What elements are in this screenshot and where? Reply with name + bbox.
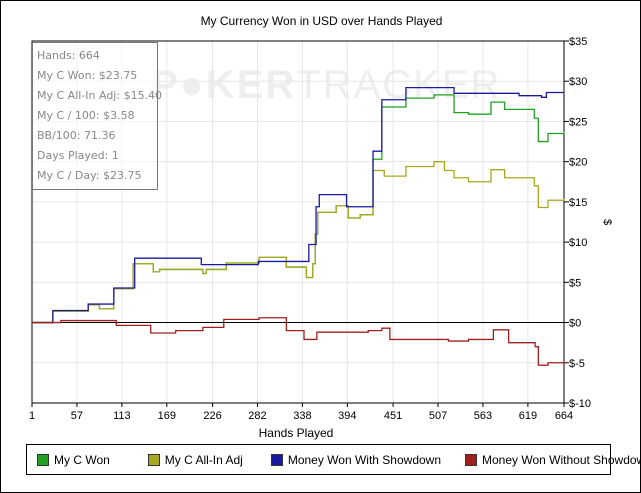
stats-box: Hands: 664 My C Won: $23.75 My C All-In … — [32, 42, 163, 190]
x-tick-label: 169 — [158, 410, 176, 422]
stat-won: My C Won: $23.75 — [37, 69, 138, 82]
stat-allin-adj: My C All-In Adj: $15.40 — [37, 89, 163, 102]
y-tick-label: $30 — [569, 76, 587, 88]
y-tick-label: $10 — [569, 237, 587, 249]
legend-item-with-showdown[interactable]: Money Won With Showdown — [270, 452, 442, 467]
legend-swatch — [270, 453, 283, 466]
x-tick-label: 226 — [203, 410, 221, 422]
legend-swatch — [37, 453, 49, 466]
stat-bb-100: BB/100: 71.36 — [37, 129, 116, 142]
legend-swatch — [147, 453, 160, 466]
legend-label: Money Won Without Showdown — [482, 452, 641, 467]
legend-swatch — [465, 453, 478, 466]
stat-days: Days Played: 1 — [37, 149, 119, 162]
stat-per-100: My C / 100: $3.58 — [37, 109, 135, 122]
x-tick-label: 282 — [248, 410, 266, 422]
y-tick-label: $25 — [569, 116, 587, 128]
x-tick-label: 394 — [338, 410, 356, 422]
stat-hands: Hands: 664 — [37, 49, 100, 62]
y-tick-label: $-10 — [569, 398, 591, 410]
series-line-3 — [32, 317, 565, 366]
x-tick-label: 664 — [555, 410, 573, 422]
y-tick-label: $15 — [569, 197, 587, 209]
x-tick-label: 1 — [29, 410, 35, 422]
legend-label: My C Won — [54, 452, 110, 467]
x-tick-label: 563 — [474, 410, 492, 422]
series-line-2 — [32, 87, 564, 324]
y-tick-label: $35 — [569, 36, 587, 48]
legend-item-without-showdown[interactable]: Money Won Without Showdown — [465, 452, 641, 467]
chart-title: My Currency Won in USD over Hands Played — [200, 14, 443, 28]
y-tick-label: $-5 — [569, 358, 585, 370]
pokertracker-watermark: P●KERTRACKER — [151, 63, 502, 107]
legend-label: Money Won With Showdown — [287, 452, 442, 467]
y-axis-label: $ — [601, 218, 614, 226]
x-tick-label: 338 — [293, 410, 311, 422]
legend-label: My C All-In Adj — [164, 452, 243, 467]
x-tick-label: 507 — [429, 410, 447, 422]
legend-item-my-c-won[interactable]: My C Won — [37, 453, 110, 467]
x-axis-label: Hands Played — [258, 426, 334, 440]
x-tick-label: 113 — [113, 410, 131, 422]
y-tick-label: $5 — [569, 277, 581, 289]
plot-border — [31, 40, 565, 404]
x-tick-label: 57 — [71, 410, 83, 422]
stat-per-day: My C / Day: $23.75 — [37, 169, 142, 182]
y-tick-label: $0 — [569, 318, 581, 330]
legend-item-all-in-adj[interactable]: My C All-In Adj — [147, 452, 243, 467]
x-tick-label: 451 — [384, 410, 402, 422]
series-line-1 — [32, 161, 565, 324]
legend: My C Won My C All-In Adj Money Won With … — [26, 444, 640, 475]
y-tick-label: $20 — [569, 157, 587, 169]
x-tick-label: 619 — [519, 410, 537, 422]
